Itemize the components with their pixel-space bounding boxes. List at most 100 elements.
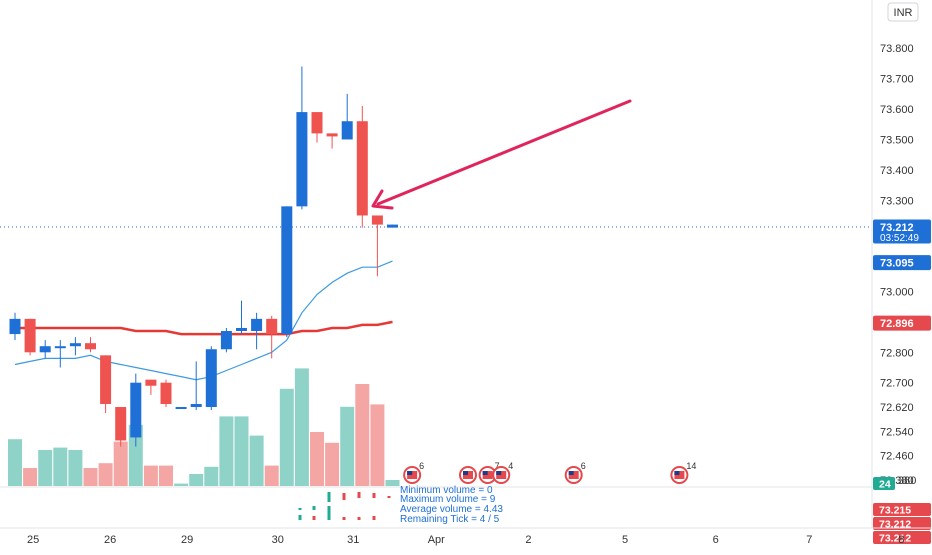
volume-bar [128, 424, 143, 486]
flag-canton [674, 471, 680, 475]
indicator-badge: 73.215 [873, 503, 931, 517]
flag-canton [463, 471, 468, 475]
candle-body [175, 407, 187, 410]
flag-canton [496, 471, 502, 475]
volume-bar [279, 388, 294, 486]
candle-body [54, 346, 66, 349]
tick-indicator-marks [298, 492, 391, 520]
currency-button[interactable]: INR [887, 2, 919, 22]
price-badge-bg [873, 315, 931, 331]
annotation-arrow[interactable] [371, 99, 632, 210]
volume-bar [294, 368, 309, 486]
currency-label: INR [894, 7, 913, 19]
indicator-badge-label: 73.212 [879, 519, 911, 531]
candle-body [69, 343, 81, 347]
us-flag-event-icon[interactable]: 4 [492, 461, 513, 484]
event-count-label: 7 [495, 461, 500, 471]
candle [356, 106, 368, 228]
event-count-label: 6 [581, 461, 586, 471]
candle [54, 340, 66, 368]
flag-canton [482, 471, 488, 475]
flag-canton [407, 471, 413, 475]
price-axis-labels: 73.800 73.700 73.600 73.500 73.400 73.300 73.0… [880, 43, 914, 487]
price-tick-label: 73.400 [880, 165, 914, 177]
indicator-badge: 24 [873, 477, 895, 491]
candle [281, 206, 293, 338]
indicator-badge-bg [873, 531, 931, 544]
candle [100, 355, 112, 414]
candle-body [251, 318, 263, 332]
price-axis-partial-label: 380 [898, 475, 916, 487]
volume-bar [204, 466, 219, 486]
price-tick-label: 72.540 [880, 426, 914, 438]
time-tick-label: 29 [181, 534, 193, 546]
candle-body [160, 382, 172, 404]
time-tick-label: 6 [713, 534, 719, 546]
candle-body [39, 346, 51, 353]
price-tick-label: 73.800 [880, 43, 914, 55]
indicator-text-avg: Average volume = 4.43 [400, 504, 503, 515]
candle-body [145, 379, 157, 386]
candle-body [356, 121, 368, 216]
event-count-label: 6 [419, 461, 424, 471]
candle [85, 337, 96, 353]
indicator-badge-bg [873, 517, 931, 530]
indicator-badge: 73.212 [873, 531, 931, 545]
flag-canton [568, 471, 574, 475]
candle [251, 312, 263, 350]
candle-body [341, 121, 353, 140]
indicator-badge-label: 73.212 [879, 533, 911, 545]
indicator-badge-bg [873, 477, 895, 490]
price-badge-label: 73.212 [880, 222, 914, 234]
us-flag-event-icon[interactable] [459, 466, 477, 484]
candle [205, 346, 217, 411]
candle [266, 315, 278, 359]
candle-body [266, 318, 278, 335]
candle-body [326, 133, 338, 137]
time-tick-label: 5 [622, 534, 628, 546]
time-tick-label: 26 [104, 534, 116, 546]
candle-body [387, 224, 398, 228]
volume-bar [83, 468, 98, 486]
price-tick-label: 73.600 [880, 104, 914, 116]
candle [236, 300, 247, 335]
candle [9, 312, 21, 341]
candle [311, 112, 323, 143]
time-tick-label: 31 [347, 534, 359, 546]
event-count-label: 4 [508, 461, 513, 471]
countdown-label: 03:52:49 [880, 233, 919, 244]
time-tick-label: 7 [806, 534, 812, 546]
candle-body [281, 206, 293, 335]
candle [175, 407, 187, 410]
us-flag-event-icon[interactable]: 6 [564, 461, 586, 484]
us-flag-event-icon[interactable]: 14 [670, 461, 696, 484]
candle-body [115, 407, 127, 441]
event-markers[interactable]: 6 7 4 6 14 [403, 461, 696, 484]
candle [130, 373, 142, 447]
volume-bar [325, 442, 340, 486]
price-tick-label: 72.620 [880, 402, 914, 414]
candle [220, 327, 232, 353]
volume-bar [23, 468, 38, 486]
time-tick-label: 25 [27, 534, 39, 546]
us-flag-event-icon[interactable]: 6 [403, 461, 424, 484]
candle [145, 379, 157, 395]
volume-bar [174, 483, 189, 486]
volume-bar [264, 465, 279, 486]
volume-bar [234, 416, 249, 486]
candle-body [9, 318, 21, 335]
candle [115, 407, 127, 447]
candle [69, 337, 81, 356]
price-tick-label: 73.500 [880, 134, 914, 146]
ema-line [15, 320, 393, 336]
sma-line [14, 260, 393, 381]
candle-body [311, 112, 323, 134]
volume-bar [68, 450, 83, 486]
time-tick-label: 2 [525, 534, 531, 546]
time-axis-labels[interactable]: 25 26 29 30 31 Apr 2 5 6 7 8 [27, 534, 904, 546]
candle-body [130, 382, 142, 438]
candle [326, 133, 338, 149]
candle [371, 215, 383, 277]
